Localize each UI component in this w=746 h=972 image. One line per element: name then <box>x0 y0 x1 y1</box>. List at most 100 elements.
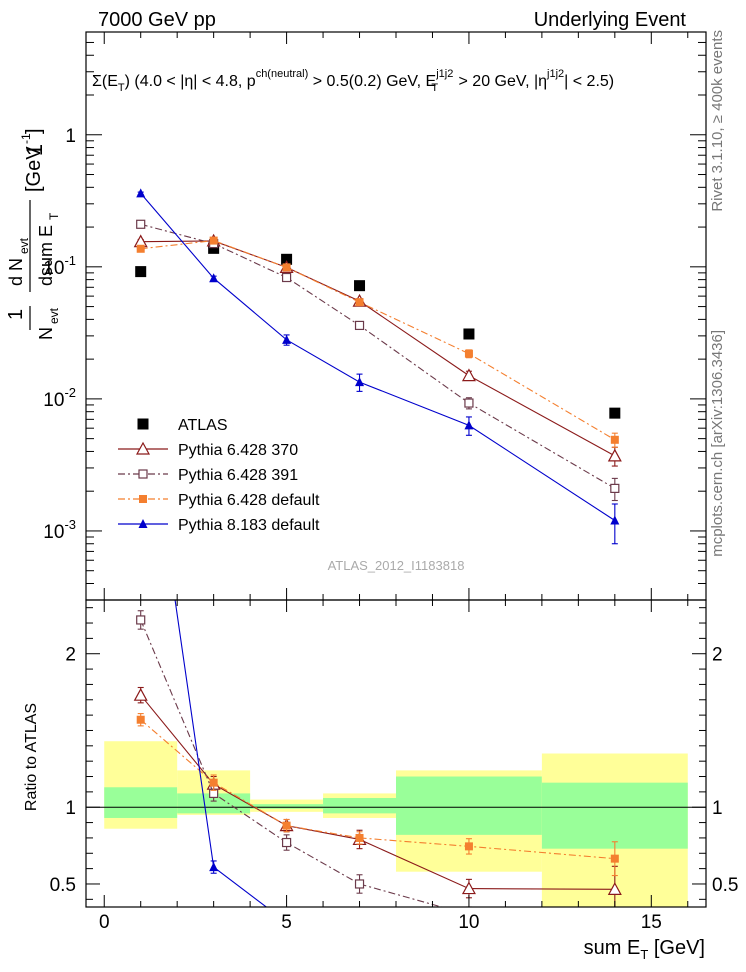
ratio-point <box>610 854 619 863</box>
main-point <box>610 483 620 493</box>
ratio-point <box>281 837 292 848</box>
side-label-mcplots: mcplots.cern.ch [arXiv:1306.3436] <box>709 330 726 557</box>
main-frame <box>85 31 707 601</box>
main-point <box>355 377 365 387</box>
svg-text:N: N <box>36 327 56 340</box>
main-ylabel-full: 1 N evt d N evt dsum E T [GeV -1 ] <box>5 128 61 340</box>
main-point <box>607 448 622 462</box>
legend-label: Pythia 6.428 391 <box>178 467 298 484</box>
main-point <box>464 349 473 358</box>
legend-marker <box>137 418 149 430</box>
main-title: Σ(ET) (4.0 < |η| < 4.8, pch(neutral) > 0… <box>92 68 614 94</box>
band-inner <box>104 787 178 818</box>
main-point <box>609 407 621 419</box>
band-inner <box>541 782 688 849</box>
main-point <box>209 273 219 283</box>
legend-label: Pythia 8.183 default <box>178 517 320 534</box>
main-point <box>354 320 365 331</box>
svg-text:1: 1 <box>5 309 27 320</box>
ratio-y-tick-label-right: 1 <box>712 798 723 819</box>
legend-item-1: Pythia 6.428 370 <box>118 441 298 459</box>
svg-text:d N: d N <box>6 258 26 286</box>
band-inner <box>250 804 324 809</box>
axes: 0 5 10 15 1 10-1 10-2 10-3 0.5 0.5 1 1 2 2 <box>43 31 738 933</box>
main-ylabel: 1 <box>22 144 47 156</box>
ratio-point <box>611 915 619 923</box>
ratio-point <box>282 821 291 830</box>
main-point <box>355 298 364 307</box>
ratio-point <box>136 715 145 724</box>
main-point <box>354 280 366 292</box>
main-point <box>610 515 620 525</box>
svg-text:evt: evt <box>47 307 61 324</box>
svg-text:evt: evt <box>17 237 31 254</box>
ratio-point <box>133 687 148 701</box>
legend-marker <box>135 441 151 455</box>
x-tick-label: 0 <box>99 912 110 933</box>
legend-label: Pythia 6.428 default <box>178 492 320 509</box>
ratio-point <box>354 879 365 889</box>
legend-label: Pythia 6.428 370 <box>178 442 298 459</box>
main-point <box>463 328 475 340</box>
ratio-y-tick-label: 1 <box>65 798 76 819</box>
main-point <box>464 398 474 408</box>
legend-label: ATLAS <box>178 417 228 434</box>
ratio-series-3 <box>136 357 364 936</box>
ratio-point <box>136 615 146 625</box>
svg-text:[GeV: [GeV <box>23 146 45 192</box>
legend-marker <box>138 469 148 479</box>
main-series-0 <box>135 242 621 419</box>
y-tick-label: 10-1 <box>43 253 76 279</box>
main-point <box>282 263 291 272</box>
ratio-xlabel: sum ET [GeV] <box>584 937 705 962</box>
legend-item-0: ATLAS <box>137 417 228 434</box>
ratio-series-line-1 <box>140 619 444 907</box>
x-tick-label: 15 <box>641 912 662 933</box>
ratio-ylabel: Ratio to ATLAS <box>23 703 40 811</box>
svg-text:1: 1 <box>22 144 47 156</box>
ratio-point <box>355 927 364 936</box>
legend-marker <box>138 519 148 528</box>
legend-item-4: Pythia 8.183 default <box>118 517 320 534</box>
y-tick-label: 10-2 <box>43 385 76 411</box>
ratio-point <box>461 881 476 895</box>
ratio-point <box>136 357 145 366</box>
main-point <box>136 219 146 229</box>
main-point <box>136 188 146 198</box>
main-point <box>281 272 292 283</box>
side-label-rivet: Rivet 3.1.10, ≥ 400k events <box>709 30 726 212</box>
svg-text:]: ] <box>23 128 45 134</box>
main-point <box>610 435 619 444</box>
main-point <box>461 368 476 382</box>
ratio-point <box>209 862 219 872</box>
ratio-point <box>607 882 622 895</box>
main-point <box>281 253 293 265</box>
ratio-y-tick-label-right: 2 <box>712 645 723 666</box>
ratio-y-tick-label: 0.5 <box>50 875 76 896</box>
legend-marker <box>139 495 147 503</box>
main-series-3 <box>136 236 619 448</box>
svg-text:-1: -1 <box>19 133 33 144</box>
main-point <box>464 420 474 430</box>
main-point <box>135 266 147 278</box>
svg-text:dsum E: dsum E <box>36 225 56 286</box>
main-series-line-4 <box>140 193 616 521</box>
band-inner <box>396 776 542 835</box>
ratio-series-2 <box>136 713 619 877</box>
band-inner <box>177 793 251 814</box>
x-tick-label: 10 <box>458 912 479 933</box>
main-series-line-3 <box>140 240 616 441</box>
header-right: Underlying Event <box>534 9 687 31</box>
main-series-line-2 <box>140 223 616 489</box>
ratio-point <box>464 842 473 851</box>
main-point <box>282 334 292 344</box>
header-left: 7000 GeV pp <box>98 9 216 31</box>
ratio-series-line-3 <box>174 600 268 907</box>
ratio-series-line-0 <box>140 694 615 890</box>
ratio-panel-data <box>133 357 622 936</box>
x-tick-label: 5 <box>281 912 292 933</box>
analysis-label: ATLAS_2012_I1183818 <box>328 558 465 573</box>
ratio-point <box>209 778 218 787</box>
y-tick-label: 1 <box>65 126 76 147</box>
